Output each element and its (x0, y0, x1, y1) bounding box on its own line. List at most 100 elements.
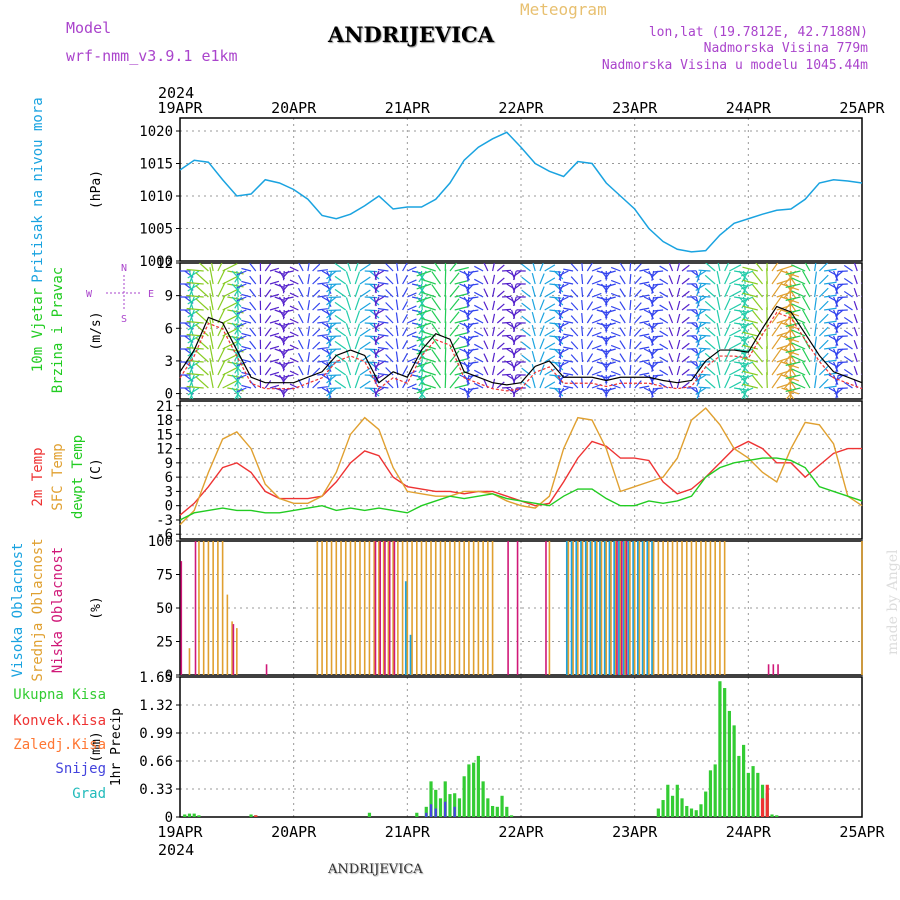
precip-total-bar (680, 798, 684, 817)
wind-barb (188, 335, 195, 349)
wind-barb (209, 345, 214, 363)
wind-barb (771, 268, 784, 285)
wind-barb (297, 313, 304, 324)
wind-barb (629, 365, 632, 376)
wind-barb (653, 348, 664, 351)
wind-barb (634, 380, 642, 389)
wind-barb (843, 303, 853, 311)
wind-barb (740, 283, 754, 290)
wind-barb (716, 309, 721, 324)
wind-barb (274, 283, 284, 288)
wind-barb (570, 302, 579, 311)
wind-barb (724, 271, 731, 285)
wind-barb (463, 387, 470, 398)
wind-barb (369, 322, 380, 332)
wind-barb (459, 283, 470, 289)
wind-barb (474, 291, 484, 298)
wind-barb (483, 327, 489, 337)
wind-barb (217, 359, 226, 376)
wind-barb (742, 305, 758, 311)
wind-barb (187, 322, 200, 331)
wind-barb (818, 352, 829, 363)
wind-barb (586, 301, 594, 311)
wind-barb (359, 276, 371, 285)
wind-barb (783, 309, 797, 324)
wind-barb (297, 339, 304, 350)
y-tick-label: 50 (156, 601, 173, 617)
x-tick-label-bottom: 22APR (498, 823, 544, 841)
wind-barb (491, 287, 496, 298)
wind-barb (317, 386, 328, 389)
wind-barb (783, 283, 797, 298)
wind-barb (468, 309, 479, 313)
wind-barb (605, 322, 616, 327)
y-tick-label: 1.65 (139, 670, 173, 686)
wind-barb (402, 263, 408, 272)
wind-barb (643, 348, 654, 354)
y-tick-label: 6 (165, 321, 173, 337)
wind-barb (326, 322, 337, 332)
wind-barb (416, 322, 432, 329)
y-tick-label: 75 (156, 568, 173, 584)
wind-barb (818, 326, 829, 337)
wind-barb (282, 361, 285, 372)
wind-barb (558, 361, 562, 372)
wind-barb (696, 322, 702, 335)
precip-total-bar (751, 766, 755, 817)
wind-barb (284, 270, 294, 274)
wind-barb (385, 367, 394, 376)
wind-barb (195, 363, 209, 376)
wind-barb (385, 289, 394, 298)
wind-barb (521, 276, 531, 285)
wind-barb (814, 297, 817, 311)
wind-barb (544, 264, 556, 272)
wind-barb (411, 387, 422, 391)
snow-bar (425, 812, 428, 817)
wind-barb (327, 335, 333, 349)
wind-barb (222, 327, 238, 337)
wind-barb (668, 301, 674, 311)
dewpt-line (179, 457, 863, 521)
wind-barb (264, 263, 272, 272)
wind-barb (553, 309, 564, 319)
wind-barb (729, 381, 742, 389)
wind-barb (321, 309, 332, 316)
wind-barb (236, 335, 247, 341)
wind-barb (274, 296, 284, 301)
wind-barb (369, 387, 380, 397)
wind-barb (791, 329, 806, 337)
wind-barb (468, 283, 479, 287)
wind-barb (326, 335, 332, 346)
wind-barb (431, 284, 441, 298)
panel-frame (179, 676, 863, 818)
wind-barb (586, 353, 594, 363)
wind-barb (833, 348, 839, 359)
wind-barb (264, 328, 272, 337)
wind-barb (791, 316, 806, 324)
y-tick-label: 0.66 (139, 754, 173, 770)
wind-barb (187, 387, 200, 396)
wind-barb (853, 340, 858, 350)
wind-barb (449, 298, 460, 311)
wind-barb (581, 365, 584, 376)
wind-barb (513, 361, 522, 368)
precip-total-bar (737, 755, 741, 817)
wind-barb (835, 374, 844, 382)
year-label-bottom: 2024 (158, 841, 194, 859)
wind-barb (195, 272, 209, 285)
wind-barb (559, 387, 569, 393)
wind-barb (814, 284, 817, 298)
wind-barb (468, 361, 479, 365)
wind-barb (395, 325, 399, 337)
wind-barb (643, 322, 654, 328)
wind-barb (591, 357, 602, 363)
wind-barb (236, 348, 247, 354)
wind-barb (835, 335, 844, 343)
wind-barb (610, 318, 621, 324)
wind-barb (502, 269, 512, 272)
wind-barb (364, 309, 378, 312)
wind-barb (818, 300, 829, 311)
wind-barb (222, 379, 238, 389)
wind-barb (639, 333, 650, 337)
wind-barb (402, 314, 408, 324)
